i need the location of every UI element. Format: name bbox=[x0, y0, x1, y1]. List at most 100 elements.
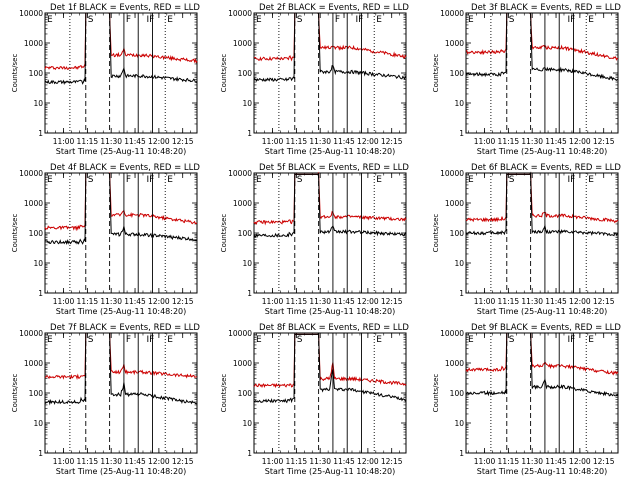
x-tick-label: 11:00 bbox=[474, 137, 496, 146]
chart-panel-3: Det 3f BLACK = Events, RED = LLD 1 10 100 10… bbox=[432, 3, 621, 156]
x-axis-label: Start Time (25-Aug-11 10:48:20) bbox=[56, 307, 187, 316]
chart-title: Det 8f BLACK = Events, RED = LLD bbox=[259, 323, 409, 333]
marker-label: IF bbox=[568, 175, 576, 185]
x-tick-label: 11:45 bbox=[333, 457, 355, 466]
marker-label: E bbox=[256, 175, 262, 185]
x-tick-label: 12:00 bbox=[569, 297, 591, 306]
y-tick-label: 100 bbox=[238, 69, 253, 78]
x-tick-label: 12:15 bbox=[381, 297, 403, 306]
x-axis-label: Start Time (25-Aug-11 10:48:20) bbox=[265, 307, 396, 316]
y-tick-label: 1000 bbox=[24, 199, 43, 208]
y-tick-label: 10 bbox=[33, 259, 43, 268]
x-tick-label: 11:30 bbox=[309, 297, 331, 306]
marker-label: F bbox=[126, 335, 131, 345]
y-tick-label: 1 bbox=[459, 449, 464, 458]
y-tick-label: 10 bbox=[454, 259, 464, 268]
marker-label: F bbox=[335, 15, 340, 25]
y-axis-label: Counts/sec bbox=[432, 214, 440, 253]
y-tick-label: 1 bbox=[459, 289, 464, 298]
x-tick-label: 12:00 bbox=[148, 137, 170, 146]
chart-title: Det 7f BLACK = Events, RED = LLD bbox=[50, 323, 200, 333]
x-tick-label: 12:00 bbox=[569, 457, 591, 466]
y-tick-label: 10000 bbox=[228, 9, 252, 18]
x-tick-label: 11:45 bbox=[333, 297, 355, 306]
marker-label: E bbox=[167, 175, 173, 185]
x-tick-label: 11:00 bbox=[474, 457, 496, 466]
series-line-events bbox=[253, 173, 407, 238]
y-tick-label: 10000 bbox=[19, 9, 43, 18]
series-line-lld bbox=[253, 333, 407, 389]
y-axis-label: Counts/sec bbox=[220, 374, 228, 413]
x-tick-label: 12:00 bbox=[148, 297, 170, 306]
marker-label: S bbox=[88, 15, 94, 25]
x-tick-label: 11:15 bbox=[77, 457, 99, 466]
series-line-lld bbox=[44, 332, 198, 381]
marker-label: E bbox=[588, 335, 594, 345]
marker-label: IF bbox=[147, 15, 155, 25]
x-tick-label: 11:45 bbox=[124, 457, 146, 466]
marker-label: E bbox=[47, 15, 53, 25]
series-line-events bbox=[465, 332, 619, 397]
x-tick-label: 11:45 bbox=[545, 137, 567, 146]
x-tick-label: 11:45 bbox=[124, 297, 146, 306]
y-tick-label: 1 bbox=[38, 289, 43, 298]
x-tick-label: 12:15 bbox=[172, 297, 194, 306]
x-tick-label: 12:15 bbox=[172, 457, 194, 466]
y-tick-label: 1000 bbox=[445, 39, 464, 48]
y-tick-label: 10 bbox=[242, 419, 252, 428]
series-line-lld bbox=[253, 12, 407, 62]
x-tick-label: 12:00 bbox=[357, 457, 379, 466]
marker-label: S bbox=[297, 15, 303, 25]
series-line-events bbox=[44, 12, 198, 85]
chart-panel-1: Det 1f BLACK = Events, RED = LLD 1 10 100 10… bbox=[11, 3, 200, 156]
x-tick-label: 12:15 bbox=[593, 457, 615, 466]
x-tick-label: 11:30 bbox=[309, 457, 331, 466]
x-tick-label: 11:15 bbox=[286, 137, 308, 146]
y-tick-label: 1000 bbox=[24, 359, 43, 368]
plot-frame bbox=[253, 12, 407, 134]
x-tick-label: 12:15 bbox=[381, 137, 403, 146]
marker-label: S bbox=[297, 335, 303, 345]
x-tick-label: 12:00 bbox=[569, 137, 591, 146]
series-line-events bbox=[44, 332, 198, 406]
x-tick-label: 11:15 bbox=[286, 457, 308, 466]
y-tick-label: 1000 bbox=[233, 359, 252, 368]
y-tick-label: 100 bbox=[450, 229, 465, 238]
y-tick-label: 1 bbox=[38, 129, 43, 138]
x-axis-label: Start Time (25-Aug-11 10:48:20) bbox=[265, 147, 396, 156]
marker-label: E bbox=[256, 15, 262, 25]
series-line-events bbox=[465, 171, 619, 237]
marker-label: E bbox=[167, 15, 173, 25]
chart-title: Det 2f BLACK = Events, RED = LLD bbox=[259, 3, 409, 13]
marker-label: E bbox=[588, 15, 594, 25]
chart-title: Det 1f BLACK = Events, RED = LLD bbox=[50, 3, 200, 13]
marker-label: S bbox=[509, 175, 515, 185]
y-tick-label: 1000 bbox=[445, 199, 464, 208]
x-tick-label: 11:30 bbox=[521, 137, 543, 146]
y-tick-label: 1000 bbox=[445, 359, 464, 368]
x-tick-label: 11:45 bbox=[545, 457, 567, 466]
y-tick-label: 1000 bbox=[233, 39, 252, 48]
marker-label: E bbox=[376, 175, 382, 185]
x-tick-label: 12:15 bbox=[172, 137, 194, 146]
y-tick-label: 10 bbox=[33, 419, 43, 428]
series-line-events bbox=[465, 12, 619, 82]
series-line-lld bbox=[465, 12, 619, 61]
x-axis-label: Start Time (25-Aug-11 10:48:20) bbox=[265, 467, 396, 476]
marker-label: S bbox=[509, 335, 515, 345]
y-tick-label: 10 bbox=[242, 259, 252, 268]
marker-label: S bbox=[88, 335, 94, 345]
chart-title: Det 4f BLACK = Events, RED = LLD bbox=[50, 163, 200, 173]
x-tick-label: 11:00 bbox=[53, 297, 75, 306]
y-axis-label: Counts/sec bbox=[11, 54, 19, 93]
x-tick-label: 11:15 bbox=[77, 137, 99, 146]
chart-panel-4: Det 4f BLACK = Events, RED = LLD 1 10 100 10… bbox=[11, 163, 200, 316]
chart-title: Det 5f BLACK = Events, RED = LLD bbox=[259, 163, 409, 173]
y-tick-label: 10000 bbox=[19, 329, 43, 338]
marker-label: E bbox=[47, 335, 53, 345]
x-tick-label: 11:00 bbox=[53, 457, 75, 466]
marker-label: E bbox=[47, 175, 53, 185]
x-tick-label: 12:15 bbox=[593, 137, 615, 146]
x-tick-label: 11:45 bbox=[124, 137, 146, 146]
x-tick-label: 11:45 bbox=[333, 137, 355, 146]
